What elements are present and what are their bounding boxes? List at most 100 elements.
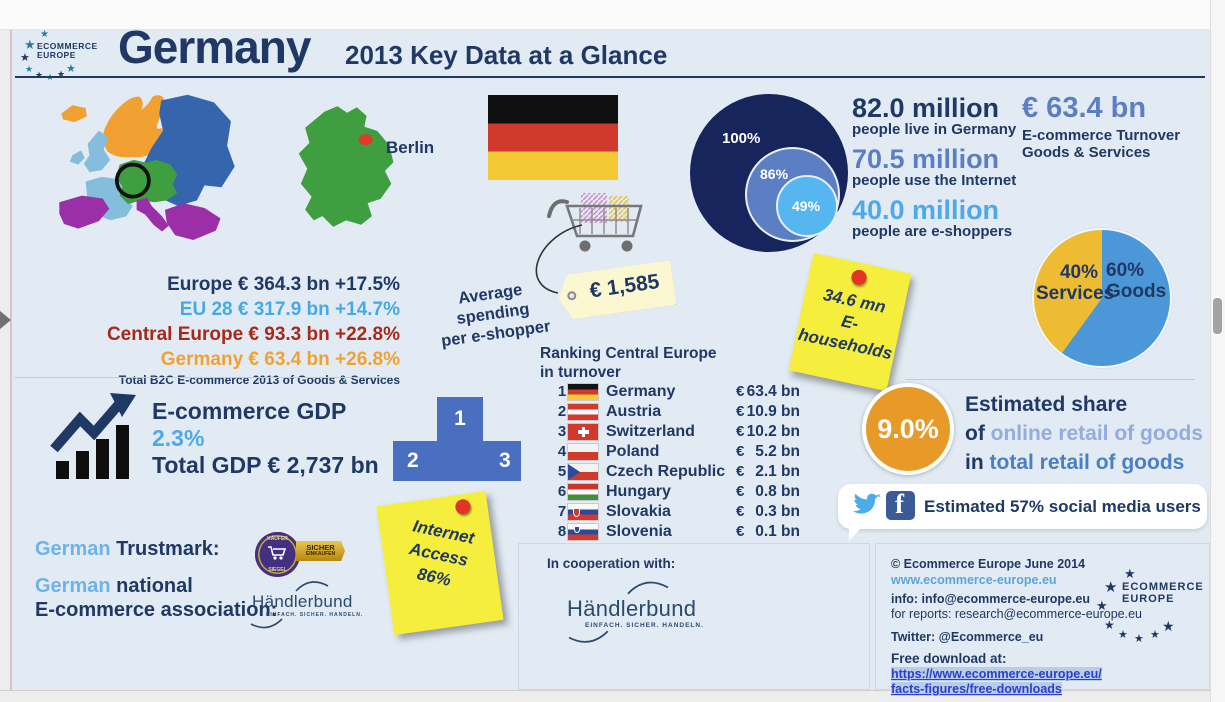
circle-label-100: 100% bbox=[722, 130, 761, 147]
podium-first: 1 bbox=[437, 397, 483, 441]
turnover-caption1: E-commerce Turnover bbox=[1022, 127, 1181, 144]
pie-label-goods: 60% Goods bbox=[1106, 260, 1167, 302]
star-icon bbox=[1096, 598, 1108, 614]
flag-poland bbox=[568, 444, 598, 460]
ranking-title: Ranking Central Europe in turnover bbox=[540, 345, 717, 381]
download-link-line1[interactable]: https://www.ecommerce-europe.eu/ bbox=[891, 667, 1102, 681]
left-divider bbox=[15, 377, 392, 378]
stats-footnote: Total B2C E-commerce 2013 of Goods & Ser… bbox=[118, 373, 400, 387]
ranking-row: 8 Slovenia € 0.1 bn bbox=[557, 523, 800, 540]
viewer-top-strip bbox=[0, 0, 1225, 30]
podium-third: 3 bbox=[499, 449, 511, 472]
site-link[interactable]: www.ecommerce-europe.eu bbox=[891, 573, 1057, 587]
previous-arrow-icon[interactable] bbox=[0, 311, 11, 329]
ecommerce-europe-logo: ECOMMERCE EUROPE bbox=[22, 33, 112, 77]
scrollbar-track[interactable] bbox=[1210, 0, 1225, 702]
turnover-block: € 63.4 bn E-commerce Turnover Goods & Se… bbox=[1022, 92, 1202, 161]
star-icon bbox=[1162, 618, 1175, 635]
kaeufer-siegel-badge: KÄUFER SIEGEL bbox=[255, 532, 300, 577]
association-label: German national E-commerce association: bbox=[35, 575, 278, 621]
sticky-note-internet-access: Internet Access 86% bbox=[376, 490, 504, 636]
copyright: © Ecommerce Europe June 2014 bbox=[891, 557, 1086, 571]
stat-internet: 70.5 million bbox=[852, 144, 1000, 174]
download-label: Free download at: bbox=[891, 651, 1007, 666]
flag-austria bbox=[568, 404, 598, 420]
circle-label-86: 86% bbox=[760, 166, 789, 182]
header-divider bbox=[15, 76, 1205, 78]
avg-spending-value: € 1,585 bbox=[588, 270, 661, 303]
twitter-handle: Twitter: @Ecommerce_eu bbox=[891, 630, 1044, 644]
download-link-line2[interactable]: facts-figures/free-downloads bbox=[891, 682, 1062, 696]
pin-icon bbox=[850, 268, 868, 287]
stat-europe: Europe € 364.3 bn +17.5% bbox=[167, 274, 400, 295]
share-line2: of online retail of goods bbox=[965, 422, 1203, 445]
gdp-pct: 2.3% bbox=[152, 425, 205, 451]
eshoppers-circle bbox=[776, 175, 838, 237]
ranking-row: 7 Slovakia € 0.3 bn bbox=[557, 503, 800, 520]
star-icon bbox=[1104, 618, 1115, 632]
german-flag bbox=[488, 95, 618, 180]
page-subtitle: 2013 Key Data at a Glance bbox=[345, 40, 668, 70]
page-title: Germany bbox=[118, 21, 311, 73]
trustmark-label: German Trustmark: bbox=[35, 538, 220, 560]
footer-box: © Ecommerce Europe June 2014 www.ecommer… bbox=[875, 543, 1210, 696]
share-line3: in total retail of goods bbox=[965, 451, 1185, 474]
ranking-row: 4 Poland € 5.2 bn bbox=[557, 443, 800, 460]
star-icon bbox=[40, 29, 49, 40]
europe-map bbox=[48, 88, 246, 265]
ranking-row: 6 Hungary € 0.8 bn bbox=[557, 483, 800, 500]
star-icon bbox=[1150, 628, 1160, 641]
star-icon bbox=[20, 51, 30, 64]
stat-population-caption: people live in Germany bbox=[852, 121, 1017, 138]
haendlerbund-logo-small: Händlerbund EINFACH. SICHER. HANDELN. bbox=[250, 581, 363, 629]
social-text: Estimated 57% social media users bbox=[924, 497, 1201, 516]
berlin-label: Berlin bbox=[386, 138, 435, 157]
cooperation-title: In cooperation with: bbox=[547, 556, 676, 571]
pin-icon bbox=[454, 498, 472, 516]
stat-internet-caption: people use the Internet bbox=[852, 172, 1017, 189]
cooperation-box: In cooperation with: Händlerbund EINFACH… bbox=[518, 543, 870, 690]
ecommerce-europe-logo-footer: ECOMMERCE EUROPE bbox=[1094, 566, 1209, 666]
stat-eshoppers: 40.0 million bbox=[852, 195, 1000, 225]
logo-text-line1: ECOMMERCE bbox=[37, 41, 98, 51]
facebook-icon bbox=[886, 489, 915, 520]
flag-hungary bbox=[568, 484, 598, 500]
pie-label-services: 40% Services bbox=[1036, 262, 1115, 304]
flag-germany bbox=[568, 384, 598, 400]
tag-hole bbox=[567, 291, 577, 301]
germany-map bbox=[285, 103, 405, 248]
scrollbar-thumb[interactable] bbox=[1213, 298, 1222, 334]
podium-base: 2 3 bbox=[393, 441, 521, 481]
star-icon bbox=[1134, 632, 1144, 645]
twitter-icon bbox=[848, 492, 882, 525]
ranking-row: 1 Germany € 63.4 bn bbox=[557, 383, 800, 400]
stat-eshoppers-caption: people are e-shoppers bbox=[852, 223, 1013, 240]
stat-population: 82.0 million bbox=[852, 93, 1000, 123]
stat-central-europe: Central Europe € 93.3 bn +22.8% bbox=[106, 324, 400, 345]
tag-string bbox=[500, 190, 700, 325]
ranking-row: 3 Switzerland € 10.2 bn bbox=[557, 423, 800, 440]
sicher-einkaufen-ribbon: SICHER EINKAUFEN bbox=[296, 541, 345, 561]
stat-germany: Germany € 63.4 bn +26.8% bbox=[160, 349, 400, 370]
haendlerbund-logo-large: Händlerbund EINFACH. SICHER. HANDELN. bbox=[567, 581, 704, 643]
germany-highlight-circle bbox=[114, 162, 151, 199]
logo-text-line2: EUROPE bbox=[37, 49, 76, 60]
share-line1: Estimated share bbox=[965, 393, 1128, 416]
stat-eu28: EU 28 € 317.9 bn +14.7% bbox=[179, 299, 400, 320]
star-icon bbox=[1124, 566, 1136, 582]
ranking-row: 2 Austria € 10.9 bn bbox=[557, 403, 800, 420]
goods-services-pie-chart bbox=[1032, 228, 1172, 368]
ranking-row: 5 Czech Republic € 2.1 bn bbox=[557, 463, 800, 480]
reports-email: for reports: research@ecommerce-europe.e… bbox=[891, 607, 1142, 621]
turnover-value: € 63.4 bn bbox=[1022, 92, 1147, 124]
badge-cart-icon bbox=[268, 546, 287, 560]
star-icon bbox=[66, 62, 76, 75]
population-stats: 82.0 million people live in Germany 70.5… bbox=[852, 94, 1042, 247]
shopping-cart-icon bbox=[543, 190, 655, 259]
gdp-growth-icon bbox=[50, 393, 150, 488]
flag-slovenia bbox=[568, 524, 598, 540]
right-divider bbox=[905, 379, 1195, 380]
retail-share-text: Estimated share of online retail of good… bbox=[965, 390, 1203, 477]
europe-turnover-stats: Europe € 364.3 bn +17.5% EU 28 € 317.9 b… bbox=[40, 272, 400, 388]
gdp-text: E-commerce GDP 2.3% Total GDP € 2,737 bn bbox=[152, 398, 379, 479]
